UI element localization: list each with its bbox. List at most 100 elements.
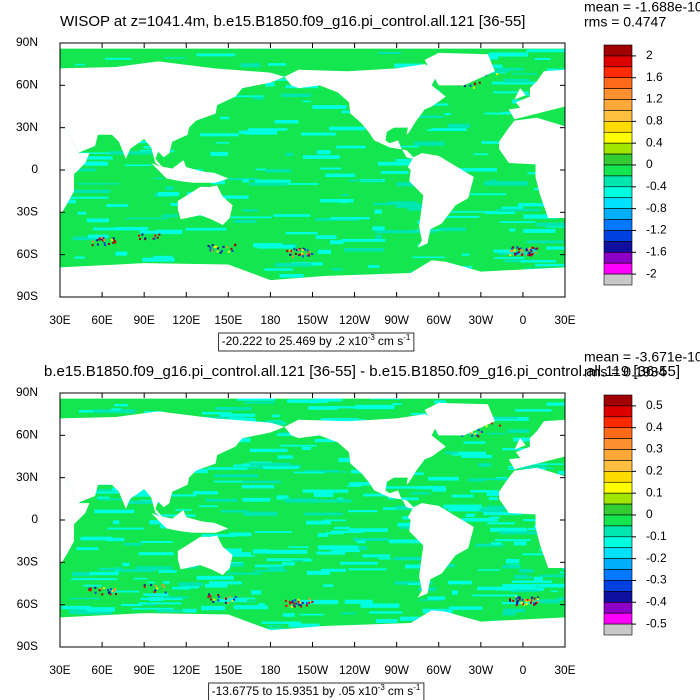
field-texture xyxy=(470,432,473,435)
colorbar-box xyxy=(603,110,633,122)
field-texture xyxy=(521,250,524,253)
field-texture xyxy=(279,273,304,278)
field-texture xyxy=(520,601,523,604)
field-texture xyxy=(100,236,103,239)
field-texture xyxy=(111,589,114,592)
field-texture xyxy=(479,508,505,513)
field-texture xyxy=(411,492,431,495)
field-texture xyxy=(106,204,129,207)
field-texture xyxy=(213,246,216,249)
field-texture xyxy=(111,239,114,242)
field-texture xyxy=(347,528,388,532)
field-texture xyxy=(286,183,319,185)
land xyxy=(514,438,526,450)
field-texture xyxy=(516,251,519,254)
field-texture xyxy=(529,601,532,604)
field-texture xyxy=(301,132,336,136)
field-texture xyxy=(193,491,218,495)
field-texture xyxy=(101,593,104,596)
field-texture xyxy=(509,228,516,232)
field-texture xyxy=(233,220,257,223)
field-texture xyxy=(115,251,128,256)
field-texture xyxy=(119,569,156,572)
field-texture xyxy=(419,599,443,601)
field-texture xyxy=(219,251,222,254)
field-texture xyxy=(349,482,387,486)
field-texture xyxy=(121,492,155,497)
field-texture xyxy=(323,584,334,587)
field-texture xyxy=(479,478,519,481)
field-texture xyxy=(490,542,502,545)
field-texture xyxy=(266,558,310,562)
field-texture xyxy=(216,250,219,253)
field-texture xyxy=(75,63,86,66)
field-texture xyxy=(158,233,161,236)
field-texture xyxy=(461,517,498,522)
x-tick-label: 90E xyxy=(133,663,154,677)
field-texture xyxy=(133,577,148,580)
field-texture xyxy=(113,239,116,242)
field-texture xyxy=(244,130,278,135)
colorbar-box xyxy=(603,416,633,429)
field-texture xyxy=(298,603,301,606)
field-texture xyxy=(211,244,214,247)
field-texture xyxy=(450,211,495,213)
field-texture xyxy=(369,611,403,614)
field-texture xyxy=(292,559,304,562)
field-texture xyxy=(536,596,539,599)
field-texture xyxy=(114,241,117,244)
field-texture xyxy=(535,601,538,604)
x-tick-label: 120W xyxy=(339,663,371,677)
field-texture xyxy=(96,239,99,242)
land xyxy=(284,64,446,159)
field-texture xyxy=(100,238,103,241)
field-texture xyxy=(341,238,386,242)
land xyxy=(60,260,565,297)
field-texture xyxy=(242,497,271,502)
field-texture xyxy=(533,597,536,600)
field-texture xyxy=(463,85,466,88)
field-texture xyxy=(241,485,275,489)
colorbar-box xyxy=(603,66,633,79)
field-texture xyxy=(208,581,242,585)
colorbar-box xyxy=(603,525,633,538)
colorbar-box xyxy=(603,208,633,220)
x-tick-label: 120E xyxy=(172,663,200,677)
field-texture xyxy=(401,497,419,501)
land xyxy=(407,503,474,598)
field-texture xyxy=(387,145,419,148)
field-texture xyxy=(505,558,520,564)
field-texture xyxy=(182,608,197,613)
x-tick-label: 60W xyxy=(426,663,451,677)
field-texture xyxy=(71,189,111,194)
field-texture xyxy=(165,186,174,191)
field-texture xyxy=(490,422,493,425)
field-texture xyxy=(483,511,522,516)
field-texture xyxy=(230,247,233,250)
field-texture xyxy=(183,468,208,474)
colorbar-label: 0.4 xyxy=(646,420,663,434)
field-texture xyxy=(493,91,529,94)
field-texture xyxy=(71,578,117,581)
colorbar-label: -2 xyxy=(646,266,657,280)
x-tick-label: 30E xyxy=(49,313,70,327)
field-texture xyxy=(233,598,236,601)
field-texture xyxy=(242,480,281,484)
field-texture xyxy=(499,424,502,427)
colorbar-label: 0.1 xyxy=(646,485,663,499)
field-texture xyxy=(217,599,220,602)
field-texture xyxy=(201,412,223,415)
field-texture xyxy=(97,498,132,501)
x-tick-label: 0 xyxy=(520,663,527,677)
field-texture xyxy=(154,514,196,517)
colorbar-box xyxy=(603,55,633,68)
field-texture xyxy=(89,587,92,590)
field-texture xyxy=(526,249,529,252)
field-texture xyxy=(88,587,91,590)
field-texture xyxy=(290,601,293,604)
field-texture xyxy=(175,509,192,511)
field-texture xyxy=(513,541,527,546)
field-texture xyxy=(536,247,539,250)
field-texture xyxy=(378,557,392,560)
field-texture xyxy=(513,252,516,255)
